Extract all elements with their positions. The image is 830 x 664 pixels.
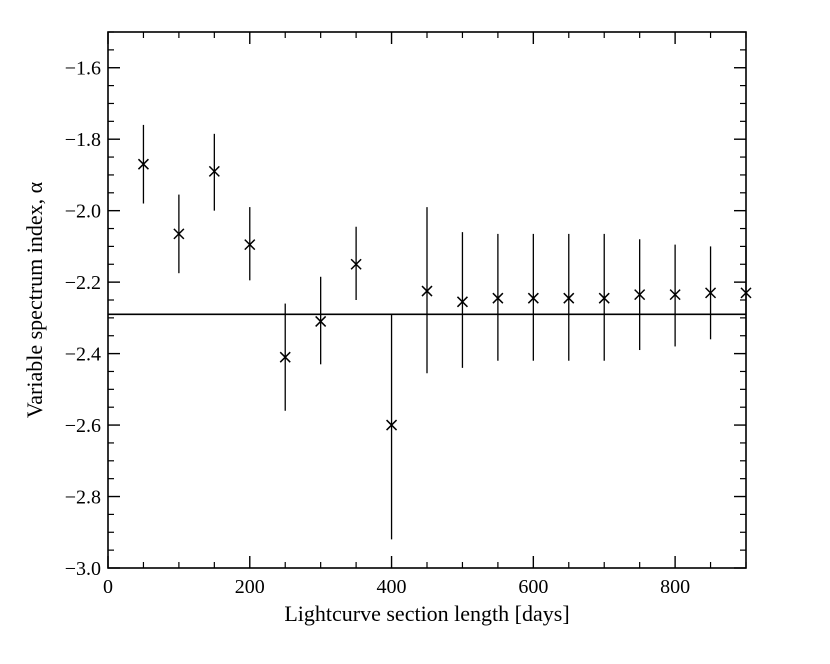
x-marker-stroke — [137, 158, 149, 170]
data-point — [208, 133, 220, 211]
data-point — [563, 233, 575, 361]
data-point — [527, 233, 539, 361]
data-point — [350, 226, 362, 300]
x-axis-label: Lightcurve section length [days] — [284, 601, 569, 626]
x-marker-stroke — [563, 292, 575, 304]
x-marker-stroke — [669, 289, 681, 301]
x-marker-stroke — [386, 419, 398, 431]
x-marker-stroke — [421, 285, 433, 297]
x-tick-label: 400 — [377, 576, 407, 598]
y-tick-label: −2.4 — [65, 344, 101, 366]
data-point — [598, 233, 610, 361]
x-tick-label: 200 — [235, 576, 265, 598]
data-point — [244, 207, 256, 281]
x-marker-stroke — [705, 287, 717, 299]
data-point — [705, 246, 717, 340]
y-tick-label: −2.6 — [65, 415, 101, 437]
x-marker-stroke — [456, 296, 468, 308]
y-tick-label: −1.8 — [65, 129, 101, 151]
axes: 0 200 400 600 800 −3.0 −2.8 −2.6 −2.4 −2.2 −2.0 −1.… — [65, 31, 747, 598]
x-marker-stroke — [279, 351, 291, 363]
data-point — [456, 232, 468, 368]
y-tick-label: −3.0 — [65, 558, 101, 580]
x-marker-stroke — [527, 292, 539, 304]
y-tick-label: −1.6 — [65, 58, 101, 80]
y-tick-label: −2.8 — [65, 487, 101, 509]
x-tick-label: 600 — [518, 576, 548, 598]
x-tick-label: 0 — [103, 576, 113, 598]
data-point — [634, 239, 646, 351]
plot-frame — [107, 31, 747, 569]
x-marker-stroke — [492, 292, 504, 304]
x-marker-stroke — [208, 165, 220, 177]
y-tick-label: −2.2 — [65, 272, 101, 294]
x-marker-stroke — [634, 289, 646, 301]
data-point — [279, 303, 291, 411]
x-marker-stroke — [244, 239, 256, 251]
x-marker-stroke — [315, 315, 327, 327]
x-marker-stroke — [350, 258, 362, 270]
data-point — [315, 276, 327, 365]
data-point — [421, 207, 433, 374]
x-marker-stroke — [598, 292, 610, 304]
y-axis-label: Variable spectrum index, α — [22, 181, 47, 418]
data-point — [669, 244, 681, 347]
data-point — [137, 124, 149, 204]
plot-marks — [108, 124, 752, 540]
data-point — [386, 314, 398, 540]
data-point — [173, 194, 185, 274]
x-tick-label: 800 — [660, 576, 690, 598]
y-tick-label: −2.0 — [65, 201, 101, 223]
x-marker-stroke — [173, 228, 185, 240]
data-point — [492, 233, 504, 361]
